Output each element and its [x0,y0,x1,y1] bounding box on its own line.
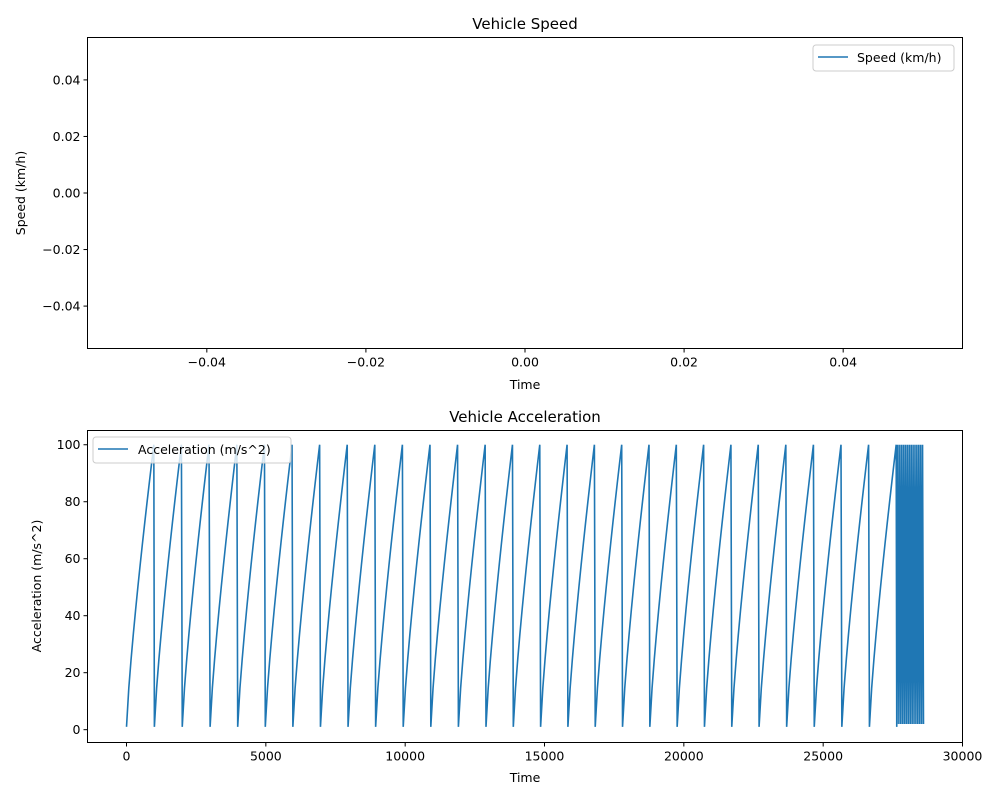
acceleration-x-tick-label: 20000 [664,749,704,764]
speed-x-tick-label: −0.02 [347,355,385,370]
acceleration-y-axis-label: Acceleration (m/s^2) [29,520,44,653]
acceleration-chart-title: Vehicle Acceleration [449,408,601,426]
speed-x-tick-label: 0.02 [670,355,698,370]
speed-y-tick-label: −0.04 [42,299,80,314]
acceleration-y-tick-label: 20 [65,665,81,680]
acceleration-y-tick-label: 60 [65,551,81,566]
speed-chart-title: Vehicle Speed [472,15,577,33]
speed-x-tick-label: 0.04 [829,355,857,370]
speed-legend-label: Speed (km/h) [857,50,941,65]
speed-y-tick-label: 0.04 [53,72,81,87]
acceleration-y-tick-label: 40 [65,608,81,623]
acceleration-legend-box [92,436,292,464]
acceleration-y-tick-label: 80 [65,494,81,509]
speed-x-tick-label: 0.00 [511,355,539,370]
speed-y-tick-label: −0.02 [42,242,80,257]
speed-y-axis-label: Speed (km/h) [13,151,28,235]
speed-y-tick-label: 0.02 [53,129,81,144]
acceleration-x-tick-label: 15000 [525,749,565,764]
speed-legend-box [812,44,955,72]
speed-y-ticks: −0.04 −0.02 0.00 0.02 0.04 [42,72,88,314]
acceleration-x-tick-label: 25000 [803,749,843,764]
acceleration-x-tick-label: 0 [123,749,131,764]
acceleration-plot-frame [87,430,963,743]
acceleration-y-ticks: 0 20 40 60 80 100 [57,437,88,737]
speed-plot-frame [87,37,963,349]
speed-legend: Speed (km/h) [812,44,955,72]
acceleration-chart: Vehicle Acceleration 0 5000 10000 15000 2000… [29,408,982,785]
acceleration-y-tick-label: 0 [73,722,81,737]
acceleration-x-tick-label: 30000 [943,749,983,764]
speed-x-tick-label: −0.04 [188,355,226,370]
speed-x-ticks: −0.04 −0.02 0.00 0.02 0.04 [188,348,857,370]
speed-chart: Vehicle Speed −0.04 −0.02 0.00 0.02 0.04 −0.… [13,15,963,392]
acceleration-legend: Acceleration (m/s^2) [92,436,292,464]
acceleration-y-tick-label: 100 [57,437,81,452]
speed-x-axis-label: Time [509,377,541,392]
speed-y-tick-label: 0.00 [53,186,81,201]
acceleration-series-line [125,444,925,727]
acceleration-x-tick-label: 10000 [385,749,425,764]
acceleration-series [125,444,925,727]
acceleration-legend-label: Acceleration (m/s^2) [138,442,271,457]
acceleration-x-tick-label: 5000 [250,749,282,764]
acceleration-x-ticks: 0 5000 10000 15000 20000 25000 30000 [123,742,983,764]
acceleration-x-axis-label: Time [509,770,541,785]
